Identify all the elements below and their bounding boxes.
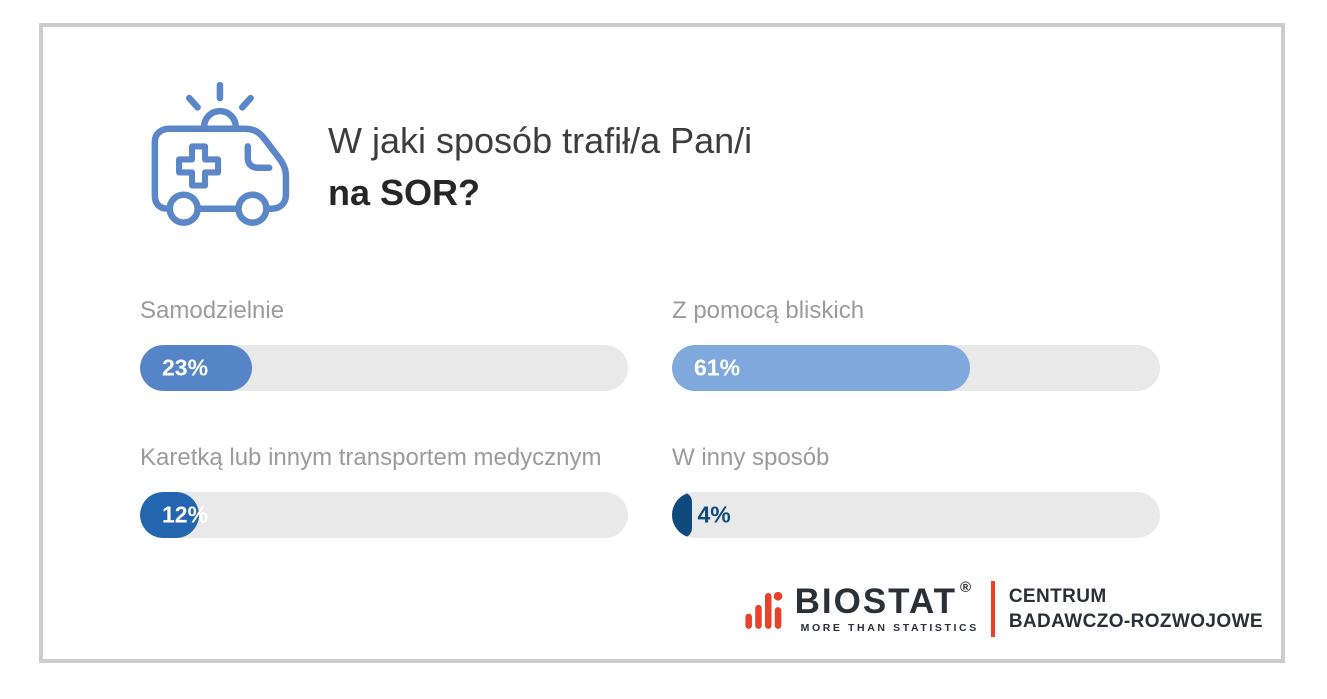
bar-label: Samodzielnie — [140, 297, 285, 324]
siren-ray-left — [186, 94, 201, 111]
infographic-card: W jaki sposób trafił/a Pan/i na SOR? Sam… — [39, 23, 1285, 663]
bar-track: 23% — [140, 345, 628, 391]
bar-item-z-pomoca-bliskich: Z pomocą bliskich 61% — [672, 295, 1160, 391]
divider — [990, 581, 995, 637]
siren-ray-right — [238, 94, 254, 111]
brand-name: BIOSTAT — [794, 581, 958, 621]
bar-item-samodzielnie: Samodzielnie 23% — [140, 295, 628, 391]
title-line-1: W jaki sposób trafił/a Pan/i — [328, 120, 753, 161]
bar-track: 4% — [672, 492, 1160, 538]
title-line-2: na SOR? — [328, 172, 481, 213]
brand-tagline: MORE THAN STATISTICS — [800, 621, 979, 634]
van-window — [244, 143, 273, 172]
ambulance-icon — [151, 81, 290, 226]
van-body — [151, 125, 290, 212]
bar-fill — [672, 345, 970, 391]
bar-fill — [672, 492, 692, 538]
bar-chart-icon — [745, 591, 783, 629]
brand-text-block: BIOSTAT ® MORE THAN STATISTICS — [794, 579, 979, 634]
bar-value: 4% — [697, 501, 731, 528]
brand-division: CENTRUM BADAWCZO-ROZWOJOWE — [1009, 584, 1263, 634]
bar-label: Karetką lub innym transportem medycznym — [140, 444, 602, 471]
bar-value: 12% — [162, 501, 209, 528]
header: W jaki sposób trafił/a Pan/i na SOR? — [140, 73, 1281, 231]
division-line-2: BADAWCZO-ROZWOJOWE — [1008, 611, 1263, 632]
bar-fill — [140, 492, 199, 538]
wheel-right — [235, 191, 270, 226]
siren-dome — [200, 107, 239, 131]
bar-item-w-inny-sposob: W inny sposób 4% — [672, 442, 1160, 538]
bar-fill — [140, 345, 253, 391]
bar-track: 61% — [672, 345, 1160, 391]
wheel-left — [166, 191, 201, 226]
bar-label: W inny sposób — [672, 444, 830, 471]
medical-cross — [176, 143, 222, 189]
bar-item-karetka-transport-medyczny: Karetką lub innym transportem medycznym … — [140, 442, 628, 538]
bar-label: Z pomocą bliskich — [672, 297, 865, 324]
brand-logo: BIOSTAT ® MORE THAN STATISTICS CENTRUM B… — [745, 579, 1263, 637]
bar-chart: Samodzielnie 23% Z pomocą bliskich 61% K… — [140, 295, 1281, 538]
bar-track: 12% — [140, 492, 628, 538]
division-line-1: CENTRUM — [1008, 586, 1107, 607]
bar-value: 61% — [694, 354, 741, 381]
page-title: W jaki sposób trafił/a Pan/i na SOR? — [328, 73, 752, 231]
bar-value: 23% — [162, 354, 209, 381]
registered-trademark-icon: ® — [960, 578, 972, 596]
